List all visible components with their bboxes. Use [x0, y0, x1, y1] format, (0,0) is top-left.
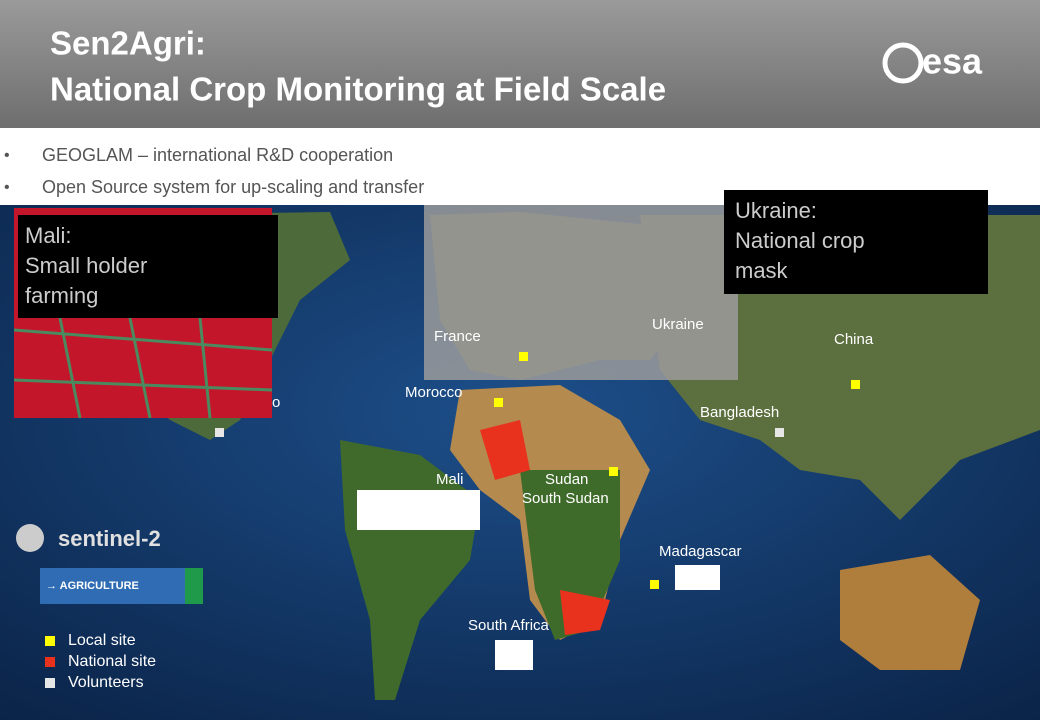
bullet: GEOGLAM – international R&D cooperation: [42, 145, 393, 165]
bullet-dot: •: [4, 179, 10, 196]
legend-label: National site: [68, 653, 156, 670]
title: National Crop Monitoring at Field Scale: [50, 71, 666, 108]
map-label: o: [272, 394, 280, 411]
map-label: Mali: [436, 471, 464, 488]
callout-text: farming: [25, 283, 98, 308]
legend-swatch: [45, 678, 55, 688]
callout-text: mask: [735, 258, 789, 283]
legend-label: Local site: [68, 632, 136, 649]
sentinel-icon: [16, 524, 44, 552]
esa-logo: esa: [922, 41, 983, 82]
legend-swatch: [45, 636, 55, 646]
bullet: Open Source system for up-scaling and tr…: [42, 177, 424, 197]
map-label: Madagascar: [659, 543, 742, 560]
ukraine-image: [424, 205, 738, 380]
title: Sen2Agri:: [50, 25, 206, 62]
legend-label: Volunteers: [68, 674, 144, 691]
map-label: Ukraine: [652, 316, 704, 333]
map-label: France: [434, 328, 481, 345]
map-label: China: [834, 331, 874, 348]
slide: Sen2Agri: National Crop Monitoring at Fi…: [0, 0, 1040, 720]
callout-text: Small holder: [25, 253, 147, 278]
map-label: South Africa: [468, 617, 550, 634]
legend-swatch: [45, 657, 55, 667]
callout-text: Ukraine:: [735, 198, 817, 223]
map-label: Morocco: [405, 384, 463, 401]
map-label: Bangladesh: [700, 404, 779, 421]
agri-button-label: → AGRICULTURE: [46, 580, 139, 592]
map-label: South Sudan: [522, 490, 609, 507]
agri-button-accent: [185, 568, 203, 604]
map-label: Sudan: [545, 471, 588, 488]
bullet-dot: •: [4, 147, 10, 164]
callout-text: National crop: [735, 228, 865, 253]
sentinel-brand: sentinel-2: [58, 526, 161, 551]
callout-text: Mali:: [25, 223, 71, 248]
